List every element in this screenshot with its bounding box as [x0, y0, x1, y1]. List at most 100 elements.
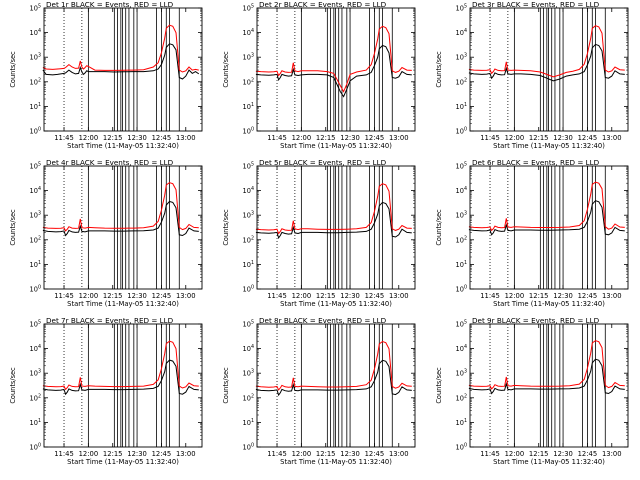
y-tick-label: 102 — [456, 393, 467, 402]
y-axis-label: Counts/sec — [435, 51, 443, 88]
x-tick-label: 12:15 — [529, 292, 549, 300]
plot-frame — [43, 165, 203, 290]
x-tick-label: 13:00 — [176, 450, 196, 458]
detector-panel: Det 4r BLACK = Events, RED = LLD 100 101 10… — [9, 158, 203, 308]
x-tick-label: 12:15 — [529, 134, 549, 142]
y-tick-label: 104 — [30, 344, 41, 353]
panel-title: Det 3r BLACK = Events, RED = LLD — [472, 0, 600, 9]
x-tick-label: 12:15 — [103, 450, 123, 458]
x-tick-label: 13:00 — [602, 292, 622, 300]
y-tick-label: 104 — [30, 186, 41, 195]
y-tick-label: 104 — [243, 344, 254, 353]
y-tick-label: 102 — [30, 235, 41, 244]
y-tick-label: 102 — [30, 77, 41, 86]
x-tick-label: 12:15 — [316, 134, 336, 142]
x-tick-label: 12:45 — [365, 292, 385, 300]
y-tick-label: 100 — [30, 127, 41, 136]
x-tick-label: 12:00 — [505, 450, 525, 458]
x-axis-label: Start Time (11-May-05 11:32:40) — [493, 300, 605, 308]
x-tick-label: 12:45 — [365, 134, 385, 142]
x-tick-label: 13:00 — [602, 134, 622, 142]
x-tick-label: 11:45 — [267, 134, 287, 142]
x-tick-label: 13:00 — [389, 450, 409, 458]
y-axis-label: Counts/sec — [222, 209, 230, 246]
x-tick-label: 12:00 — [292, 292, 312, 300]
plot-frame — [469, 7, 629, 132]
x-tick-label: 12:30 — [127, 134, 147, 142]
x-axis-label: Start Time (11-May-05 11:32:40) — [280, 142, 392, 150]
x-tick-label: 11:45 — [54, 134, 74, 142]
x-tick-label: 12:00 — [79, 450, 99, 458]
x-axis-label: Start Time (11-May-05 11:32:40) — [280, 300, 392, 308]
y-tick-label: 103 — [243, 53, 254, 62]
lld-series-line — [255, 340, 412, 391]
events-series-line — [255, 359, 412, 397]
x-tick-label: 11:45 — [54, 292, 74, 300]
lld-series-line — [42, 182, 199, 232]
detector-panel: Det 1r BLACK = Events, RED = LLD 100 101 10… — [9, 0, 203, 150]
y-tick-label: 103 — [243, 369, 254, 378]
x-tick-label: 12:45 — [578, 450, 598, 458]
events-series-line — [468, 358, 625, 395]
panel-title: Det 2r BLACK = Events, RED = LLD — [259, 0, 387, 9]
x-tick-label: 12:30 — [340, 292, 360, 300]
y-axis-label: Counts/sec — [9, 209, 17, 246]
y-tick-label: 100 — [456, 443, 467, 452]
y-tick-label: 102 — [243, 393, 254, 402]
events-series-line — [42, 200, 199, 237]
y-axis-label: Counts/sec — [9, 51, 17, 88]
plot-frame — [256, 165, 416, 290]
y-tick-label: 104 — [30, 28, 41, 37]
plot-frame — [43, 323, 203, 448]
x-tick-label: 12:45 — [152, 134, 172, 142]
panel-title: Det 4r BLACK = Events, RED = LLD — [46, 158, 174, 167]
y-tick-label: 105 — [456, 162, 467, 171]
events-series-line — [42, 359, 199, 396]
x-tick-label: 12:15 — [316, 450, 336, 458]
x-tick-label: 12:30 — [340, 134, 360, 142]
events-series-line — [255, 201, 412, 240]
y-tick-label: 105 — [30, 162, 41, 171]
y-tick-label: 104 — [456, 28, 467, 37]
y-tick-label: 104 — [456, 186, 467, 195]
y-tick-label: 105 — [456, 4, 467, 13]
y-tick-label: 102 — [456, 77, 467, 86]
lld-series-line — [42, 340, 199, 391]
x-axis-label: Start Time (11-May-05 11:32:40) — [493, 458, 605, 466]
y-tick-label: 100 — [243, 127, 254, 136]
x-tick-label: 12:00 — [505, 292, 525, 300]
y-tick-label: 102 — [456, 235, 467, 244]
y-axis-label: Counts/sec — [435, 209, 443, 246]
x-tick-label: 11:45 — [267, 292, 287, 300]
plot-frame — [256, 323, 416, 448]
y-tick-label: 101 — [243, 260, 254, 269]
x-tick-label: 11:45 — [480, 450, 500, 458]
y-tick-label: 101 — [456, 260, 467, 269]
y-tick-label: 102 — [243, 77, 254, 86]
y-tick-label: 102 — [243, 235, 254, 244]
plot-frame — [469, 165, 629, 290]
y-tick-label: 105 — [243, 4, 254, 13]
y-tick-label: 102 — [30, 393, 41, 402]
y-tick-label: 101 — [456, 418, 467, 427]
detector-panel: Det 5r BLACK = Events, RED = LLD 100 101 10… — [222, 158, 416, 308]
x-tick-label: 12:15 — [103, 134, 123, 142]
x-tick-label: 11:45 — [54, 450, 74, 458]
detector-panel: Det 2r BLACK = Events, RED = LLD 100 101 10… — [222, 0, 416, 150]
events-series-line — [468, 200, 625, 236]
y-tick-label: 103 — [456, 369, 467, 378]
y-tick-label: 103 — [30, 53, 41, 62]
y-tick-label: 101 — [456, 102, 467, 111]
x-tick-label: 12:15 — [529, 450, 549, 458]
plot-frame — [256, 7, 416, 132]
x-axis-label: Start Time (11-May-05 11:32:40) — [280, 458, 392, 466]
y-tick-label: 104 — [243, 28, 254, 37]
x-tick-label: 12:30 — [553, 292, 573, 300]
x-tick-label: 12:30 — [340, 450, 360, 458]
plot-frame — [43, 7, 203, 132]
x-tick-label: 12:30 — [553, 134, 573, 142]
y-tick-label: 105 — [30, 4, 41, 13]
lld-series-line — [255, 25, 412, 93]
lld-series-line — [468, 25, 625, 78]
